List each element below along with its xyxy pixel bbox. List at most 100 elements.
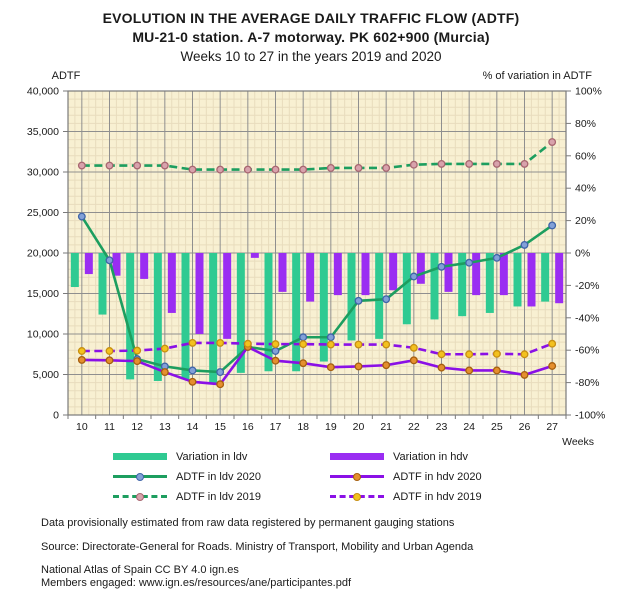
- left-tick-label: 25,000: [27, 207, 59, 219]
- chart-subtitle-station: MU-21-0 station. A-7 motorway. PK 602+90…: [132, 29, 490, 45]
- legend-swatch-bar-purple: [330, 452, 384, 461]
- x-axis-title: Weeks: [562, 436, 594, 448]
- legend-marker-dot: [353, 492, 361, 501]
- legend-item-adtf-hdv-2020: ADTF in hdv 2020: [330, 470, 610, 483]
- chart-title: EVOLUTION IN THE AVERAGE DAILY TRAFFIC F…: [102, 10, 520, 26]
- week-label: 26: [519, 421, 531, 433]
- data-point: [77, 347, 86, 355]
- bar: [416, 253, 425, 284]
- footer-notes: Data provisionally estimated from raw da…: [41, 517, 473, 589]
- data-point: [492, 366, 501, 375]
- bar: [306, 253, 315, 302]
- week-label: 12: [131, 421, 143, 433]
- data-point: [105, 161, 114, 170]
- line-adtf-in-hdv-2019: [77, 338, 557, 359]
- data-point: [409, 160, 418, 169]
- week-label: 17: [270, 421, 282, 433]
- right-tick-label: 40%: [575, 183, 596, 195]
- chart-subtitle-weeks: Weeks 10 to 27 in the years 2019 and 202…: [180, 49, 442, 64]
- legend-marker-dot: [136, 492, 144, 501]
- week-label: 27: [546, 421, 558, 433]
- left-tick-label: 15,000: [27, 288, 59, 300]
- data-point: [77, 212, 86, 221]
- bars-variation-ldv: [70, 253, 550, 385]
- week-label: 18: [297, 421, 309, 433]
- data-point: [409, 272, 418, 281]
- footer-members-link: Members engaged: www.ign.es/resources/an…: [41, 576, 352, 589]
- legend-item-adtf-hdv-2019: ADTF in hdv 2019: [330, 490, 610, 503]
- week-label: 21: [380, 421, 392, 433]
- data-point: [437, 363, 446, 372]
- data-point: [409, 343, 418, 352]
- left-axis-title: ADTF: [51, 70, 81, 82]
- left-tick-label: 35,000: [27, 126, 59, 138]
- bar: [458, 253, 467, 317]
- data-point: [520, 240, 529, 249]
- bar: [181, 253, 190, 380]
- bar: [236, 253, 245, 373]
- data-point: [160, 344, 169, 353]
- legend-item-adtf-ldv-2020: ADTF in ldv 2020: [113, 470, 330, 483]
- bar: [499, 253, 508, 296]
- left-tick-label: 10,000: [27, 329, 59, 341]
- legend-label: Variation in hdv: [393, 450, 469, 463]
- right-tick-label: 80%: [575, 118, 596, 130]
- title-block: EVOLUTION IN THE AVERAGE DAILY TRAFFIC F…: [0, 9, 622, 67]
- data-point: [354, 362, 363, 371]
- major-grid: [68, 90, 566, 416]
- legend-label: ADTF in hdv 2019: [393, 490, 482, 503]
- right-tick-label: -20%: [575, 280, 600, 292]
- data-point: [437, 159, 446, 168]
- data-point: [133, 161, 142, 170]
- week-label: 22: [408, 421, 420, 433]
- data-point: [465, 366, 474, 375]
- week-label: 23: [436, 421, 448, 433]
- data-point: [326, 363, 335, 372]
- bar: [555, 253, 564, 304]
- line-adtf-in-hdv-2020: [77, 343, 557, 389]
- data-point: [326, 340, 335, 349]
- week-label: 20: [353, 421, 365, 433]
- right-tick-label: 20%: [575, 215, 596, 227]
- data-point: [160, 368, 169, 377]
- week-label: 14: [187, 421, 199, 433]
- week-label: 25: [491, 421, 503, 433]
- legend-item-adtf-ldv-2019: ADTF in ldv 2019: [113, 490, 330, 503]
- data-point: [271, 347, 280, 355]
- legend-marker-dot: [353, 472, 361, 481]
- data-point: [520, 370, 529, 379]
- data-point: [382, 340, 391, 349]
- legend-label: ADTF in ldv 2019: [176, 490, 261, 503]
- data-point: [492, 159, 501, 168]
- data-point: [354, 163, 363, 172]
- data-point: [299, 340, 308, 349]
- data-point: [465, 258, 474, 267]
- right-tick-label: 60%: [575, 150, 596, 162]
- data-point: [216, 165, 225, 174]
- legend-item-variation-hdv: Variation in hdv: [330, 450, 610, 463]
- data-point: [188, 366, 197, 375]
- data-point: [243, 165, 252, 174]
- data-point: [271, 356, 280, 365]
- left-axis-labels: 0 5,000 10,000 15,000 20,000 25,000 30,000 35,0…: [27, 86, 59, 422]
- data-point: [437, 350, 446, 359]
- data-point: [409, 356, 418, 365]
- data-point: [216, 380, 225, 389]
- footer-data-note: Data provisionally estimated from raw da…: [41, 517, 455, 529]
- data-point: [326, 333, 335, 342]
- data-point: [465, 350, 474, 359]
- bar: [347, 253, 356, 341]
- legend-swatch-line-hdv-2019: [330, 492, 384, 501]
- bar: [375, 253, 384, 339]
- data-point: [160, 161, 169, 170]
- data-point: [105, 347, 114, 355]
- right-axis-title: % of variation in ADTF: [482, 70, 592, 82]
- data-point: [105, 356, 114, 365]
- bar: [195, 253, 204, 334]
- legend-label: ADTF in ldv 2020: [176, 470, 261, 483]
- right-axis-labels: -100% -80% -60% -40% -20% 0% 20% 40% 60% 80% 100%: [575, 86, 605, 422]
- data-point: [299, 359, 308, 368]
- bar: [361, 253, 370, 296]
- bar: [209, 253, 218, 385]
